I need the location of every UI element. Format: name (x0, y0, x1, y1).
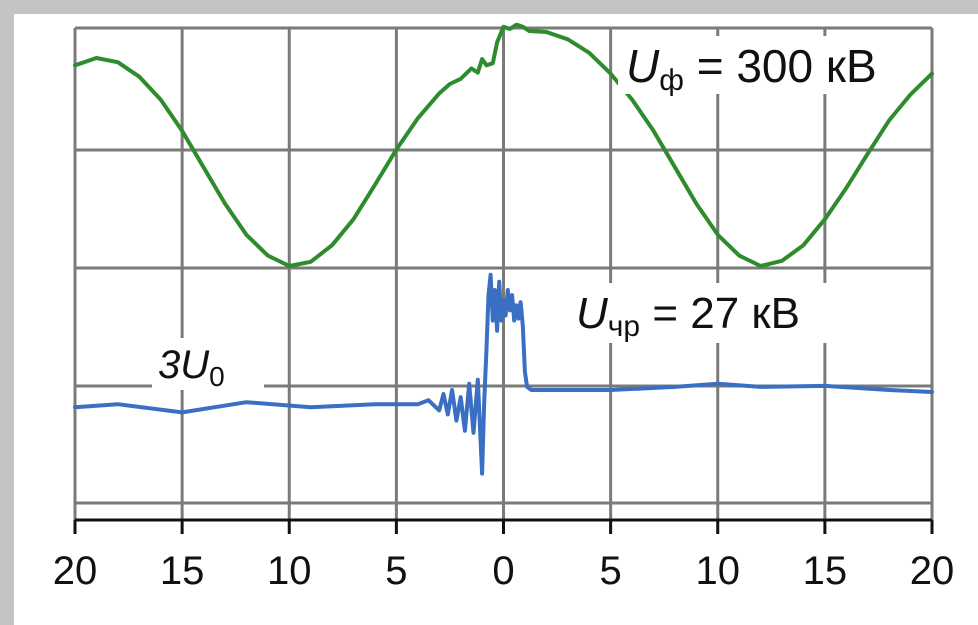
series-layer (73, 22, 934, 476)
figure-frame-left (0, 0, 14, 625)
reactor-voltage-annotation: Uчр = 27 кВ (570, 283, 855, 343)
reactor-annotation-bg (570, 283, 855, 343)
reactor-annotation-sub: чр (608, 310, 640, 343)
x-tick-label-0: 20 (53, 549, 98, 593)
x-tick-label-1: 15 (160, 549, 205, 593)
x-tick-label-8: 20 (910, 549, 955, 593)
x-tick-label-5: 5 (600, 549, 622, 593)
x-tick-label-6: 10 (696, 549, 741, 593)
zero-seq-annotation-bg (152, 338, 264, 390)
phase-annotation-main: U (626, 40, 660, 92)
zero-seq-annotation-sub: 0 (209, 361, 225, 392)
x-tick-label-4: 0 (492, 549, 514, 593)
svg-text:Uчр = 27 кВ: Uчр = 27 кВ (576, 289, 800, 343)
x-tick-label-7: 15 (803, 549, 848, 593)
series-line-zero_seq (73, 272, 934, 476)
figure-frame-top (0, 0, 978, 14)
reactor-annotation-main: U (576, 289, 608, 338)
phase-annotation-rest: = 300 кВ (684, 40, 877, 92)
zero-sequence-annotation: 3U0 (152, 338, 264, 392)
reactor-annotation-rest: = 27 кВ (640, 289, 800, 338)
series-line-phase (73, 22, 934, 268)
svg-text:Uф = 300 кВ: Uф = 300 кВ (626, 40, 877, 97)
zero-seq-annotation-main: 3U (158, 343, 210, 387)
phase-voltage-annotation: Uф = 300 кВ (618, 36, 908, 97)
phase-annotation-sub: ф (659, 64, 684, 97)
x-tick-label-2: 10 (267, 549, 312, 593)
x-axis: 20 15 10 5 0 5 10 15 20 (53, 518, 955, 593)
phase-annotation-bg (618, 36, 908, 94)
x-tick-label-3: 5 (385, 549, 407, 593)
svg-text:3U0: 3U0 (158, 343, 225, 392)
